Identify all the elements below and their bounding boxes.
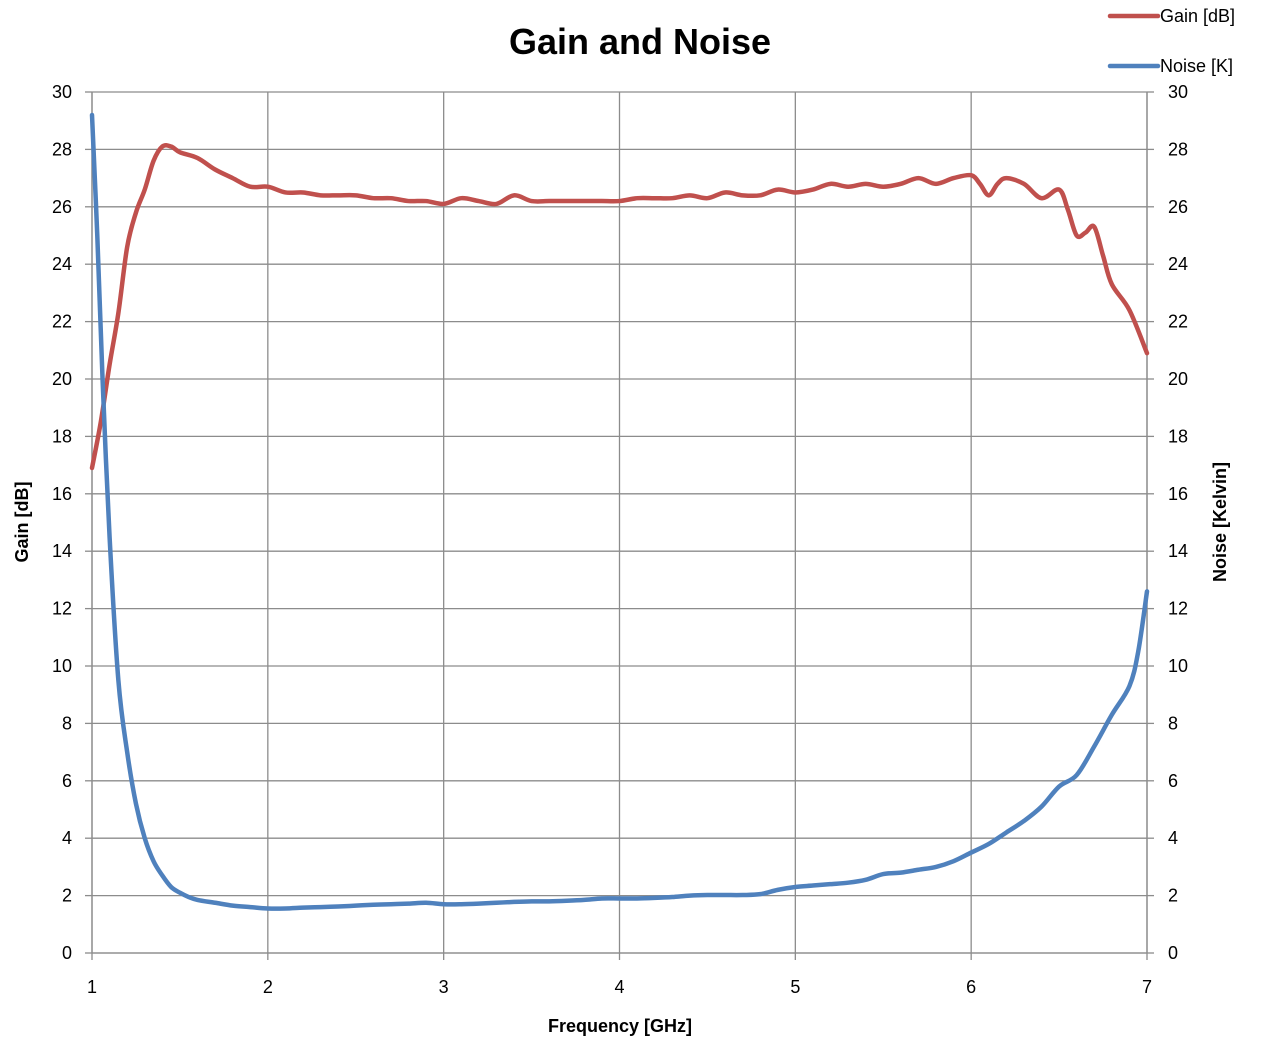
gain-series-line xyxy=(89,142,1150,471)
chart-title: Gain and Noise xyxy=(509,21,771,62)
left-y-tick-label: 12 xyxy=(52,599,72,619)
left-y-tick-label: 6 xyxy=(62,771,72,791)
left-y-tick-label: 18 xyxy=(52,426,72,446)
x-tick-label: 3 xyxy=(439,977,449,997)
left-y-tick-label: 28 xyxy=(52,139,72,159)
right-y-tick-label: 6 xyxy=(1168,771,1178,791)
x-tick-label: 5 xyxy=(790,977,800,997)
left-y-tick-label: 20 xyxy=(52,369,72,389)
right-y-tick-label: 14 xyxy=(1168,541,1188,561)
left-y-tick-label: 22 xyxy=(52,312,72,332)
right-y-tick-label: 4 xyxy=(1168,828,1178,848)
right-y-tick-label: 20 xyxy=(1168,369,1188,389)
x-tick-label: 7 xyxy=(1142,977,1152,997)
right-y-tick-label: 28 xyxy=(1168,139,1188,159)
left-y-tick-label: 8 xyxy=(62,713,72,733)
right-y-tick-label: 24 xyxy=(1168,254,1188,274)
left-y-axis-title: Gain [dB] xyxy=(12,482,32,563)
left-y-tick-label: 4 xyxy=(62,828,72,848)
left-y-tick-label: 26 xyxy=(52,197,72,217)
right-y-tick-label: 2 xyxy=(1168,886,1178,906)
x-tick-labels: 1 2 3 4 5 6 7 xyxy=(87,977,1152,997)
legend: Gain [dB] Noise [K] xyxy=(1107,6,1235,76)
left-y-tick-label: 0 xyxy=(62,943,72,963)
x-tick-label: 2 xyxy=(263,977,273,997)
left-y-tick-label: 14 xyxy=(52,541,72,561)
right-y-tick-label: 0 xyxy=(1168,943,1178,963)
left-y-tick-label: 2 xyxy=(62,886,72,906)
legend-label-noise: Noise [K] xyxy=(1160,56,1233,76)
x-tick-label: 1 xyxy=(87,977,97,997)
gridlines xyxy=(91,91,1148,954)
x-tick-label: 4 xyxy=(614,977,624,997)
right-y-tick-label: 10 xyxy=(1168,656,1188,676)
right-y-tick-label: 12 xyxy=(1168,599,1188,619)
left-y-tick-label: 10 xyxy=(52,656,72,676)
left-y-tick-label: 30 xyxy=(52,82,72,102)
left-y-tick-label: 24 xyxy=(52,254,72,274)
axes xyxy=(85,91,1154,960)
right-y-tick-label: 18 xyxy=(1168,426,1188,446)
legend-label-gain: Gain [dB] xyxy=(1160,6,1235,26)
x-tick-label: 6 xyxy=(966,977,976,997)
left-y-tick-label: 16 xyxy=(52,484,72,504)
x-axis-title: Frequency [GHz] xyxy=(548,1016,692,1036)
right-y-tick-label: 22 xyxy=(1168,312,1188,332)
right-y-axis-title: Noise [Kelvin] xyxy=(1210,462,1230,582)
right-y-tick-label: 16 xyxy=(1168,484,1188,504)
series-lines xyxy=(89,112,1150,911)
right-y-tick-label: 26 xyxy=(1168,197,1188,217)
noise-series-line xyxy=(89,112,1150,911)
right-y-tick-label: 30 xyxy=(1168,82,1188,102)
right-y-tick-label: 8 xyxy=(1168,713,1178,733)
